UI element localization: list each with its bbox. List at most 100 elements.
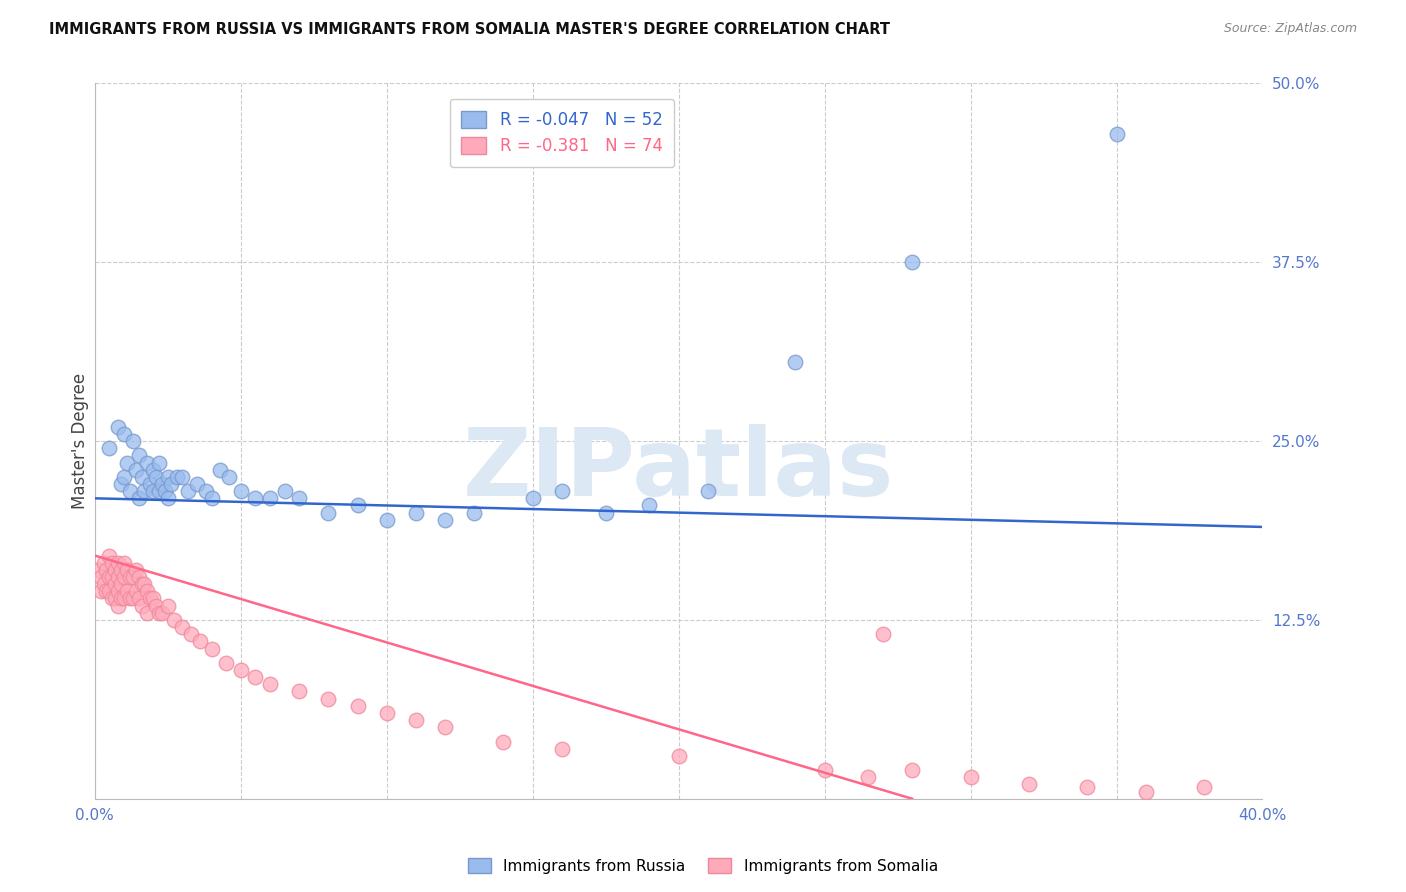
Point (159, 477, 181, 491)
Point (110, 477, 132, 491)
Point (156, 470, 179, 484)
Point (142, 591, 165, 606)
Point (245, 670, 267, 684)
Point (434, 513, 457, 527)
Point (150, 606, 173, 620)
Text: Source: ZipAtlas.com: Source: ZipAtlas.com (1223, 22, 1357, 36)
Point (107, 584, 129, 599)
Y-axis label: Master's Degree: Master's Degree (72, 373, 89, 509)
Point (200, 641, 222, 656)
Point (785, 355, 807, 369)
Point (1135, 784, 1157, 798)
Point (153, 484, 176, 499)
Point (93, 577, 115, 591)
Point (128, 491, 150, 506)
Point (104, 563, 127, 577)
Point (245, 491, 267, 506)
Point (124, 584, 146, 599)
Point (139, 591, 162, 606)
Point (148, 456, 170, 470)
Point (858, 770, 880, 784)
Point (1192, 780, 1215, 795)
Point (112, 591, 135, 606)
Point (156, 599, 179, 613)
Point (110, 577, 132, 591)
Point (104, 577, 127, 591)
Point (901, 763, 924, 777)
Point (118, 591, 141, 606)
Point (101, 570, 124, 584)
Point (98, 584, 121, 599)
Point (107, 570, 129, 584)
Point (172, 470, 194, 484)
Point (134, 577, 156, 591)
Point (177, 484, 200, 499)
Point (115, 456, 138, 470)
Point (872, 627, 894, 641)
Point (188, 634, 211, 648)
Point (259, 677, 281, 691)
Point (93, 556, 115, 570)
Point (156, 491, 179, 506)
Point (121, 570, 143, 584)
Point (118, 570, 141, 584)
Legend: Immigrants from Russia, Immigrants from Somalia: Immigrants from Russia, Immigrants from … (463, 852, 943, 880)
Point (124, 563, 146, 577)
Point (98, 549, 121, 563)
Point (1018, 777, 1040, 791)
Point (131, 599, 153, 613)
Point (162, 613, 184, 627)
Point (145, 599, 167, 613)
Point (112, 470, 135, 484)
Text: ZIPatlas: ZIPatlas (463, 424, 894, 516)
Point (86, 563, 108, 577)
Point (405, 506, 427, 520)
Point (551, 484, 574, 499)
Legend: R = -0.047   N = 52, R = -0.381   N = 74: R = -0.047 N = 52, R = -0.381 N = 74 (450, 99, 675, 167)
Point (90, 570, 112, 584)
Point (288, 491, 311, 506)
Point (136, 584, 159, 599)
Point (215, 656, 238, 670)
Point (115, 563, 138, 577)
Point (110, 591, 132, 606)
Point (148, 606, 170, 620)
Point (434, 720, 457, 734)
Point (229, 484, 252, 499)
Point (148, 484, 170, 499)
Point (98, 570, 121, 584)
Point (136, 606, 159, 620)
Point (107, 556, 129, 570)
Point (318, 506, 340, 520)
Point (96, 584, 118, 599)
Point (121, 434, 143, 449)
Point (145, 470, 167, 484)
Point (101, 556, 124, 570)
Point (1076, 780, 1098, 795)
Point (288, 684, 311, 698)
Point (522, 491, 544, 506)
Point (668, 748, 690, 763)
Text: IMMIGRANTS FROM RUSSIA VS IMMIGRANTS FROM SOMALIA MASTER'S DEGREE CORRELATION CH: IMMIGRANTS FROM RUSSIA VS IMMIGRANTS FRO… (49, 22, 890, 37)
Point (90, 584, 112, 599)
Point (124, 463, 146, 477)
Point (218, 470, 240, 484)
Point (107, 599, 129, 613)
Point (318, 691, 340, 706)
Point (115, 584, 138, 599)
Point (118, 484, 141, 499)
Point (110, 563, 132, 577)
Point (107, 419, 129, 434)
Point (696, 484, 718, 499)
Point (492, 734, 515, 748)
Point (200, 491, 222, 506)
Point (638, 499, 661, 513)
Point (98, 442, 121, 456)
Point (463, 506, 485, 520)
Point (273, 484, 295, 499)
Point (194, 484, 217, 499)
Point (112, 426, 135, 441)
Point (180, 627, 202, 641)
Point (101, 591, 124, 606)
Point (104, 591, 127, 606)
